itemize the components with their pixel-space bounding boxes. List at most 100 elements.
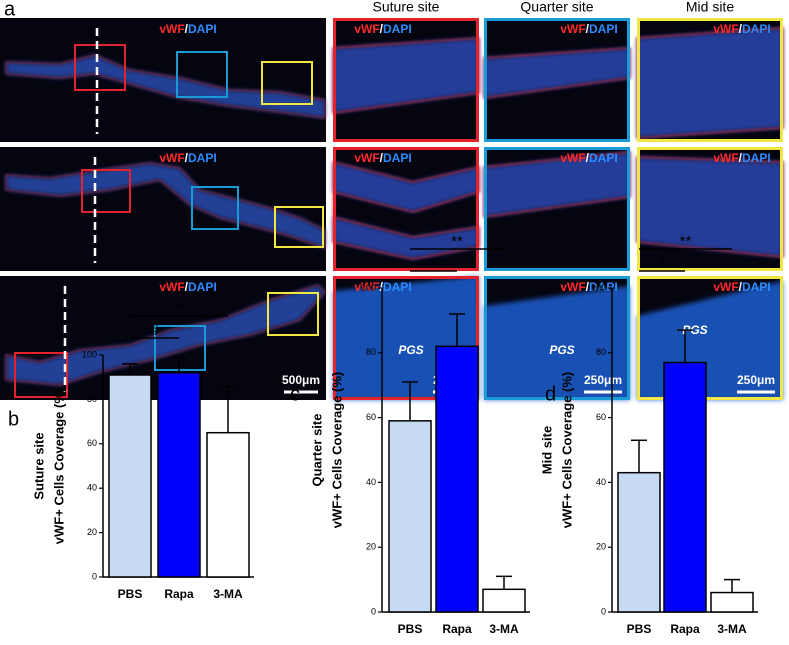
- bar: [157, 372, 201, 578]
- stain-marker: vWF: [713, 280, 738, 294]
- x-tick-label: Rapa: [670, 622, 700, 636]
- x-tick-label: 3-MA: [717, 622, 747, 636]
- roi-box: [81, 169, 131, 213]
- stain-marker: vWF: [354, 151, 379, 165]
- stain-separator: /: [739, 151, 743, 165]
- panel-label: c: [290, 383, 300, 405]
- stain-nuclei: DAPI: [589, 22, 618, 36]
- y-tick-label: 80: [366, 347, 376, 357]
- detail-border: [484, 18, 630, 142]
- stain-label: vWF/DAPI: [159, 280, 216, 294]
- stain-label: vWF/DAPI: [354, 280, 411, 294]
- stain-nuclei: DAPI: [383, 22, 412, 36]
- tissue: [6, 55, 325, 118]
- y-tick-label: 20: [366, 542, 376, 552]
- stain-separator: /: [380, 280, 384, 294]
- x-tick-label: 3-MA: [213, 587, 243, 601]
- roi-box: [74, 44, 126, 91]
- column-header: Quarter site: [520, 0, 593, 15]
- detail-border: [333, 18, 479, 142]
- roi-box: [14, 352, 68, 398]
- stain-separator: /: [739, 280, 743, 294]
- roi-box: [261, 61, 313, 105]
- x-tick-label: PBS: [118, 587, 143, 601]
- y-axis-label: vWF+ Cells Coverage (%): [559, 372, 574, 528]
- bar: [435, 345, 479, 613]
- stain-separator: /: [185, 151, 189, 165]
- y-tick-label: 60: [87, 438, 97, 448]
- panel-label: a: [4, 0, 16, 20]
- x-tick-label: PBS: [398, 622, 423, 636]
- stain-separator: /: [586, 22, 590, 36]
- stain-label: vWF/DAPI: [560, 151, 617, 165]
- tissue: [484, 48, 630, 98]
- significance-label: *: [176, 300, 182, 317]
- material-label: PGS: [682, 323, 707, 337]
- y-tick-label: 100: [361, 282, 376, 292]
- stain-label: vWF/DAPI: [713, 151, 770, 165]
- bar: [710, 591, 754, 613]
- y-tick-label: 40: [366, 477, 376, 487]
- x-tick-label: PBS: [627, 622, 652, 636]
- stain-marker: vWF: [354, 22, 379, 36]
- significance-label: #: [150, 322, 159, 339]
- detail-border: [637, 276, 783, 400]
- tissue-edge: [5, 54, 326, 119]
- y-tick-label: 80: [596, 347, 606, 357]
- tissue-edge: [5, 162, 326, 249]
- material-label: PGS: [398, 343, 423, 357]
- y-tick-label: 80: [87, 394, 97, 404]
- significance-label: **: [451, 233, 463, 250]
- tissue: [6, 163, 325, 248]
- scale-label: 250μm: [584, 373, 622, 387]
- detail-border: [333, 147, 479, 271]
- stain-label: vWF/DAPI: [713, 280, 770, 294]
- scale-label: 250μm: [737, 373, 775, 387]
- y-tick-label: 100: [591, 282, 606, 292]
- stain-separator: /: [185, 22, 189, 36]
- stain-label: vWF/DAPI: [159, 22, 216, 36]
- tissue-edge: [5, 284, 326, 386]
- tissue: [484, 286, 630, 400]
- stain-label: vWF/DAPI: [560, 22, 617, 36]
- detail-border: [484, 147, 630, 271]
- roi-box: [267, 292, 319, 336]
- stain-marker: vWF: [159, 151, 184, 165]
- tissue: [637, 28, 783, 138]
- bar: [617, 471, 661, 613]
- stain-marker: vWF: [159, 280, 184, 294]
- detail-border: [637, 18, 783, 142]
- x-tick-label: Rapa: [164, 587, 194, 601]
- material-label: PGS: [549, 343, 574, 357]
- bar: [663, 361, 707, 613]
- y-axis-label: vWF+ Cells Coverage (%): [329, 372, 344, 528]
- y-axis-label: Quarter site: [309, 414, 324, 487]
- bar: [482, 588, 526, 613]
- stain-separator: /: [586, 280, 590, 294]
- stain-separator: /: [586, 151, 590, 165]
- y-tick-label: 0: [371, 606, 376, 616]
- stain-label: vWF/DAPI: [560, 280, 617, 294]
- stain-nuclei: DAPI: [188, 22, 217, 36]
- stain-marker: vWF: [560, 22, 585, 36]
- roi-box: [176, 51, 228, 98]
- stain-marker: vWF: [713, 22, 738, 36]
- y-tick-label: 60: [366, 412, 376, 422]
- tissue: [484, 152, 630, 217]
- stain-nuclei: DAPI: [742, 151, 771, 165]
- stain-nuclei: DAPI: [589, 151, 618, 165]
- y-tick-label: 40: [596, 477, 606, 487]
- bar: [108, 374, 152, 578]
- y-axis-label: vWF+ Cells Coverage (%): [51, 388, 66, 544]
- y-tick-label: 60: [596, 412, 606, 422]
- stain-marker: vWF: [713, 151, 738, 165]
- y-tick-label: 20: [87, 527, 97, 537]
- y-tick-label: 40: [87, 483, 97, 493]
- y-axis-label: Suture site: [31, 432, 46, 499]
- stain-nuclei: DAPI: [383, 151, 412, 165]
- detail-border: [637, 147, 783, 271]
- panel-label: b: [8, 408, 19, 430]
- stain-marker: vWF: [560, 280, 585, 294]
- stain-nuclei: DAPI: [742, 22, 771, 36]
